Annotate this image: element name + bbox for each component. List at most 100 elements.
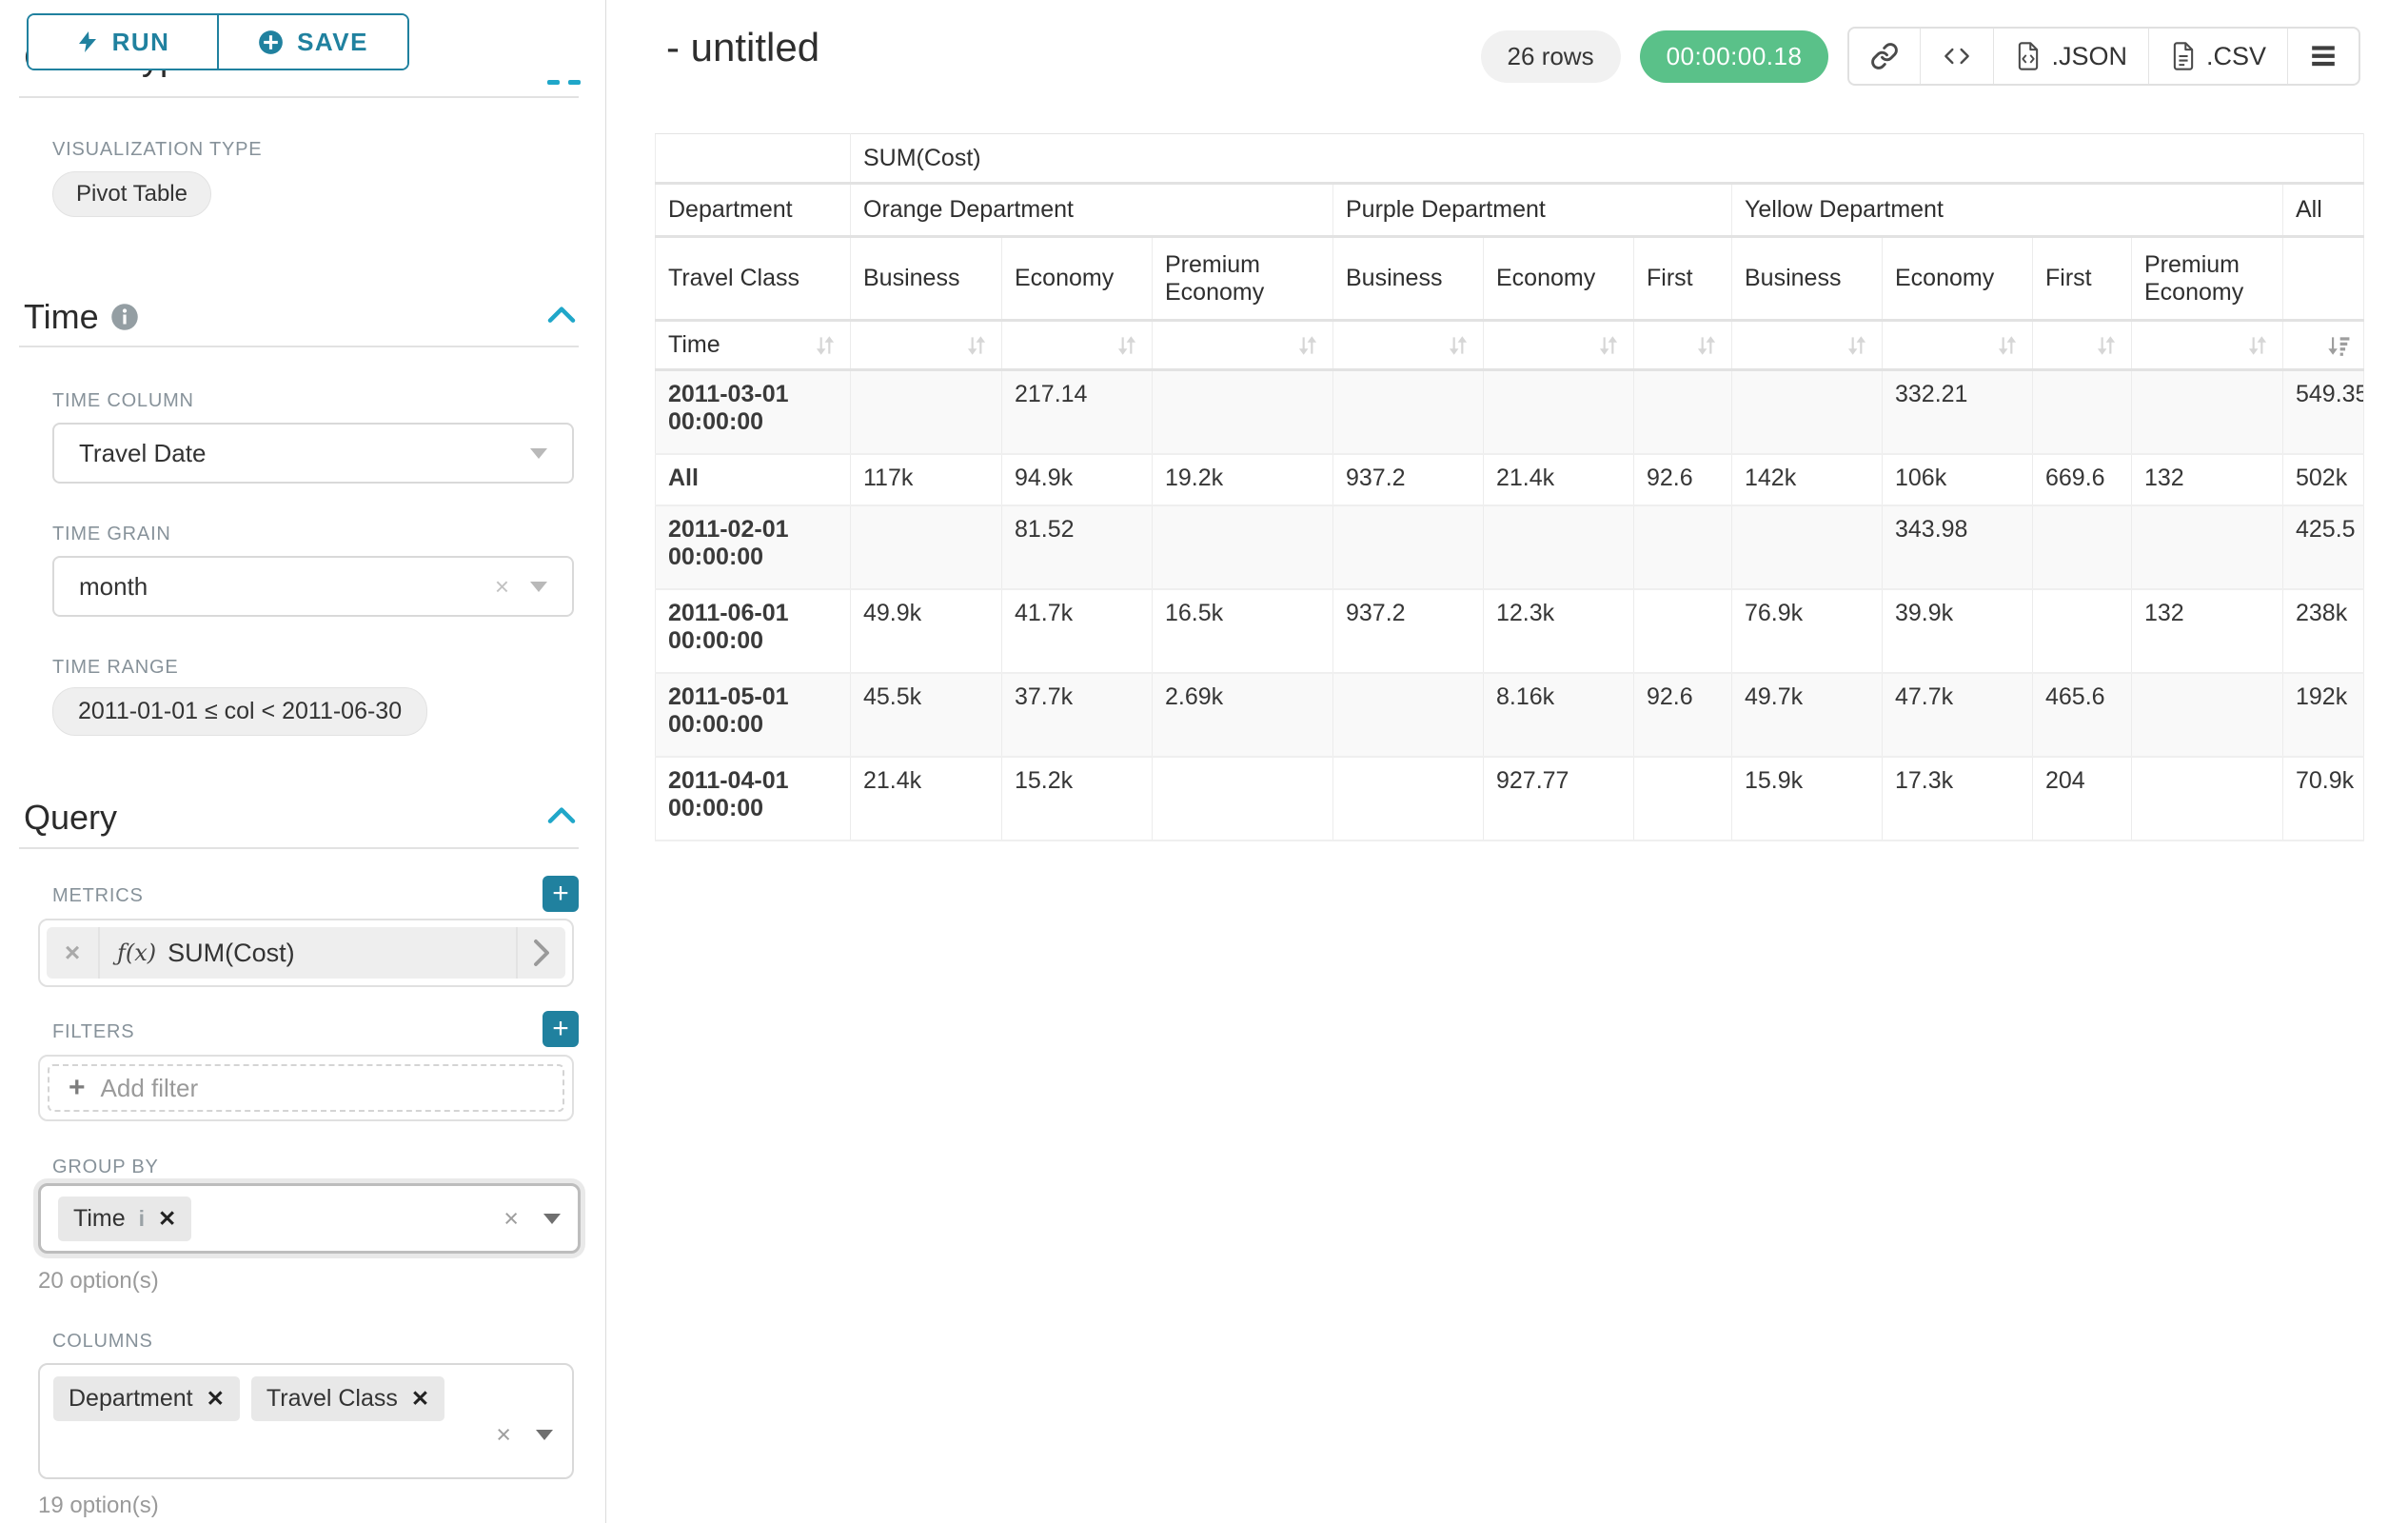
- pivot-cell: [1333, 673, 1484, 757]
- group-by-tag[interactable]: Time i ✕: [58, 1197, 191, 1241]
- pivot-cell: 465.6: [2033, 673, 2132, 757]
- metric-pill[interactable]: × ƒ(x) SUM(Cost): [47, 927, 565, 979]
- time-range-value[interactable]: 2011-01-01 ≤ col < 2011-06-30: [52, 687, 427, 736]
- sort-icon[interactable]: [813, 333, 838, 358]
- pivot-sort-header[interactable]: [2283, 321, 2364, 370]
- sort-desc-icon[interactable]: [2325, 333, 2351, 358]
- sort-icon[interactable]: [1995, 333, 2020, 358]
- add-metric-button[interactable]: +: [543, 876, 579, 912]
- collapse-time-icon[interactable]: [546, 303, 577, 326]
- save-button[interactable]: SAVE: [217, 15, 407, 69]
- info-icon[interactable]: i: [139, 1206, 145, 1232]
- chevron-down-icon: [530, 582, 547, 592]
- menu-button[interactable]: [2287, 29, 2359, 84]
- clear-icon[interactable]: ×: [495, 572, 509, 602]
- visualization-type-value[interactable]: Pivot Table: [52, 171, 211, 217]
- clear-icon[interactable]: ×: [503, 1204, 519, 1234]
- pivot-sort-header[interactable]: [2033, 321, 2132, 370]
- pivot-cell: 17.3k: [1883, 757, 2033, 841]
- pivot-sort-header[interactable]: [1002, 321, 1153, 370]
- collapse-query-icon[interactable]: [546, 803, 577, 826]
- pivot-cell: 142k: [1732, 454, 1883, 505]
- time-grain-select[interactable]: month ×: [52, 556, 574, 617]
- columns-tag[interactable]: Travel Class ✕: [251, 1376, 444, 1421]
- sort-icon[interactable]: [2094, 333, 2119, 358]
- pivot-cell: [1153, 505, 1333, 589]
- pivot-cell: [1153, 370, 1333, 454]
- pivot-sort-header[interactable]: [1484, 321, 1634, 370]
- time-column-select[interactable]: Travel Date: [52, 423, 574, 484]
- pivot-sort-header[interactable]: [851, 321, 1002, 370]
- info-icon[interactable]: [110, 303, 139, 331]
- columns-label: COLUMNS: [52, 1331, 153, 1353]
- pivot-cell: 49.9k: [851, 589, 1002, 673]
- add-filter-button[interactable]: + Add filter: [48, 1064, 564, 1112]
- group-by-select[interactable]: Time i ✕ ×: [38, 1183, 581, 1254]
- columns-tag[interactable]: Department ✕: [53, 1376, 240, 1421]
- columns-select[interactable]: Department ✕ Travel Class ✕ ×: [38, 1363, 574, 1479]
- sort-icon[interactable]: [1115, 333, 1139, 358]
- chevron-right-icon[interactable]: [516, 927, 565, 979]
- sort-icon[interactable]: [2245, 333, 2270, 358]
- pivot-group-header: All: [2283, 184, 2364, 237]
- pivot-cell: [1732, 505, 1883, 589]
- pivot-dimension-header: Travel Class: [656, 237, 851, 321]
- pivot-subheader: Business: [1333, 237, 1484, 321]
- chart-title[interactable]: - untitled: [666, 25, 819, 70]
- sort-icon[interactable]: [1596, 333, 1621, 358]
- time-column-label: TIME COLUMN: [52, 390, 194, 412]
- pivot-cell: 343.98: [1883, 505, 2033, 589]
- copy-link-button[interactable]: [1849, 29, 1920, 84]
- hamburger-menu-icon: [2309, 44, 2338, 69]
- pivot-sort-header[interactable]: [2132, 321, 2283, 370]
- pivot-cell: 106k: [1883, 454, 2033, 505]
- chevron-down-icon[interactable]: [543, 1214, 561, 1224]
- pivot-cell: [1634, 589, 1732, 673]
- filters-label: FILTERS: [52, 1021, 134, 1043]
- pivot-row-header: 2011-04-01 00:00:00: [656, 757, 851, 841]
- export-csv-button[interactable]: .CSV: [2148, 29, 2287, 84]
- clear-icon[interactable]: ×: [496, 1420, 511, 1450]
- query-timer-badge: 00:00:00.18: [1640, 30, 1829, 83]
- remove-metric-icon[interactable]: ×: [47, 927, 100, 979]
- pivot-row-header: 2011-06-01 00:00:00: [656, 589, 851, 673]
- pivot-cell: [2132, 370, 2283, 454]
- run-save-button-group: RUN SAVE: [27, 13, 409, 70]
- metric-name: SUM(Cost): [168, 939, 295, 968]
- pivot-subheader: Economy: [1002, 237, 1153, 321]
- pivot-subheader: First: [2033, 237, 2132, 321]
- sort-icon[interactable]: [964, 333, 989, 358]
- pivot-cell: [1634, 370, 1732, 454]
- plus-icon: +: [69, 1072, 86, 1104]
- pivot-group-header: Purple Department: [1333, 184, 1732, 237]
- divider: [19, 847, 579, 849]
- sort-icon[interactable]: [1694, 333, 1719, 358]
- pivot-subheader: Business: [1732, 237, 1883, 321]
- embed-code-button[interactable]: [1920, 29, 1993, 84]
- pivot-sort-header[interactable]: [1883, 321, 2033, 370]
- pivot-subheader: Economy: [1484, 237, 1634, 321]
- pivot-cell: 132: [2132, 589, 2283, 673]
- lightning-icon: [76, 29, 99, 55]
- pivot-sort-header[interactable]: [1333, 321, 1484, 370]
- pivot-cell: [2033, 505, 2132, 589]
- pivot-sort-header[interactable]: [1153, 321, 1333, 370]
- pivot-cell: [1333, 757, 1484, 841]
- pivot-sort-header[interactable]: Time: [656, 321, 851, 370]
- pivot-sort-header[interactable]: [1634, 321, 1732, 370]
- pivot-sort-header[interactable]: [1732, 321, 1883, 370]
- add-filter-plus-button[interactable]: +: [543, 1011, 579, 1047]
- pivot-cell: 12.3k: [1484, 589, 1634, 673]
- sort-icon[interactable]: [1845, 333, 1869, 358]
- sort-icon[interactable]: [1295, 333, 1320, 358]
- remove-tag-icon[interactable]: ✕: [207, 1386, 225, 1412]
- remove-tag-icon[interactable]: ✕: [158, 1206, 176, 1232]
- chart-toolbar: 26 rows 00:00:00.18 .JSON: [1481, 27, 2360, 86]
- chevron-down-icon[interactable]: [536, 1430, 553, 1440]
- run-button[interactable]: RUN: [29, 15, 217, 69]
- sort-icon[interactable]: [1446, 333, 1470, 358]
- export-json-button[interactable]: .JSON: [1993, 29, 2148, 84]
- remove-tag-icon[interactable]: ✕: [411, 1386, 429, 1412]
- pivot-cell: [2132, 673, 2283, 757]
- divider: [19, 96, 579, 98]
